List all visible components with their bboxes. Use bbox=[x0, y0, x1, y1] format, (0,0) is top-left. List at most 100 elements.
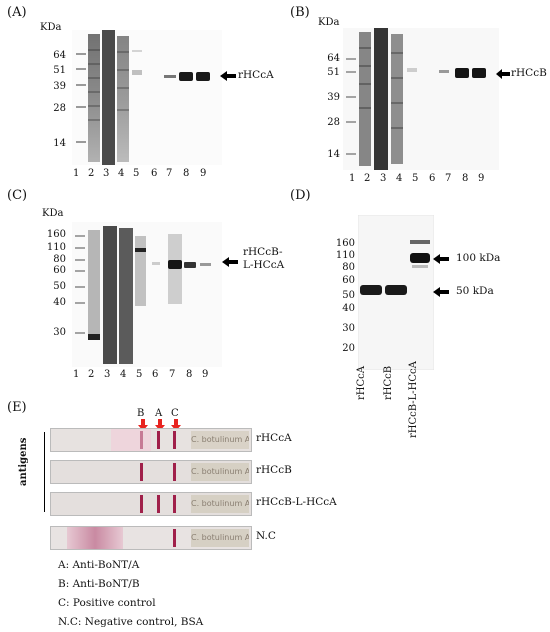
panel-c-marker: 40 bbox=[53, 297, 66, 308]
panel-b-lane: 1 bbox=[349, 173, 356, 184]
strip-band-c bbox=[173, 495, 176, 513]
panel-d-marker: 60 bbox=[342, 275, 355, 286]
panel-c-band-label-line2: L-HCcA bbox=[243, 259, 285, 271]
legend-item: A: Anti-BoNT/A bbox=[58, 559, 140, 571]
panel-c-lane: 5 bbox=[136, 369, 143, 380]
test-strip-rhccb-l-hcca: C. botulinum A/B bbox=[50, 492, 252, 516]
legend-item: C: Positive control bbox=[58, 597, 156, 609]
panel-d-lane-label: rHCcB-L-HCcA bbox=[408, 361, 419, 438]
panel-d-gel bbox=[358, 215, 434, 370]
panel-d-band-100: 100 kDa bbox=[456, 252, 501, 264]
test-strip-nc: C. botulinum A/B bbox=[50, 526, 252, 550]
panel-b-marker: 28 bbox=[327, 117, 340, 128]
panel-a-marker: 14 bbox=[53, 138, 66, 149]
strip-label: N.C bbox=[256, 530, 276, 542]
panel-d-marker: 40 bbox=[342, 303, 355, 314]
panel-c-marker: 50 bbox=[53, 281, 66, 292]
panel-b-marker: 51 bbox=[327, 67, 340, 78]
panel-b-lane: 7 bbox=[445, 173, 452, 184]
strip-text: C. botulinum A/B bbox=[191, 495, 249, 513]
panel-b-lane: 6 bbox=[429, 173, 436, 184]
panel-a-label: (A) bbox=[7, 5, 27, 20]
panel-c-label: (C) bbox=[7, 188, 28, 203]
panel-b-marker: 39 bbox=[327, 92, 340, 103]
panel-a-marker: 64 bbox=[53, 50, 66, 61]
antigens-bracket bbox=[44, 432, 45, 512]
panel-c-lane: 8 bbox=[186, 369, 193, 380]
panel-d-band-50: 50 kDa bbox=[456, 285, 494, 297]
panel-d-arrow-50-icon bbox=[433, 287, 449, 297]
panel-d-arrow-100-icon bbox=[433, 254, 449, 264]
arrow-label-b: B bbox=[137, 408, 145, 419]
panel-c-marker: 160 bbox=[46, 229, 66, 240]
panel-e-label: (E) bbox=[7, 400, 27, 415]
strip-label: rHCcA bbox=[256, 432, 292, 444]
panel-a-lane: 5 bbox=[133, 168, 140, 179]
panel-b-lane: 9 bbox=[478, 173, 485, 184]
panel-c-marker: 30 bbox=[53, 327, 66, 338]
panel-a-band-label: rHCcA bbox=[238, 69, 274, 81]
strip-pad bbox=[111, 429, 151, 451]
strip-label: rHCcB-L-HCcA bbox=[256, 496, 337, 508]
legend-item: B: Anti-BoNT/B bbox=[58, 578, 140, 590]
panel-d-marker: 80 bbox=[342, 262, 355, 273]
panel-d-marker: 30 bbox=[342, 323, 355, 334]
strip-text: C. botulinum A/B bbox=[191, 463, 249, 481]
panel-d-lane-label: rHCcA bbox=[356, 366, 367, 400]
panel-a-gel bbox=[72, 30, 222, 165]
strip-band-b bbox=[140, 431, 143, 449]
strip-text: C. botulinum A/B bbox=[191, 529, 249, 547]
strip-band-c bbox=[173, 431, 176, 449]
panel-a-arrow-icon bbox=[220, 71, 236, 81]
panel-c-marker: 60 bbox=[53, 265, 66, 276]
test-strip-rhccb: C. botulinum A/B bbox=[50, 460, 252, 484]
panel-a-unit: KDa bbox=[40, 22, 62, 33]
panel-d-marker: 50 bbox=[342, 290, 355, 301]
panel-a-lane: 7 bbox=[166, 168, 173, 179]
panel-a-lane: 4 bbox=[118, 168, 125, 179]
antigens-label: antigens bbox=[18, 437, 29, 486]
panel-a-lane: 3 bbox=[103, 168, 110, 179]
panel-a-lane: 2 bbox=[88, 168, 95, 179]
panel-d-lane-label: rHCcB bbox=[383, 365, 394, 400]
panel-c-lane: 6 bbox=[152, 369, 159, 380]
panel-c-lane: 2 bbox=[88, 369, 95, 380]
panel-b-marker: 64 bbox=[327, 53, 340, 64]
strip-band-a bbox=[157, 431, 160, 449]
legend-item: N.C: Negative control, BSA bbox=[58, 616, 204, 628]
panel-b-lane: 2 bbox=[364, 173, 371, 184]
strip-pad bbox=[67, 527, 123, 549]
panel-c-lane: 7 bbox=[169, 369, 176, 380]
panel-a-marker: 51 bbox=[53, 65, 66, 76]
panel-a-marker: 28 bbox=[53, 103, 66, 114]
panel-c-lane: 4 bbox=[120, 369, 127, 380]
panel-b-arrow-icon bbox=[496, 69, 510, 79]
panel-a-lane: 1 bbox=[73, 168, 80, 179]
strip-text: C. botulinum A/B bbox=[191, 431, 249, 449]
strip-band-c bbox=[173, 463, 176, 481]
panel-c-band-label-line1: rHCcB- bbox=[243, 246, 283, 258]
panel-c-arrow-icon bbox=[222, 257, 238, 267]
panel-b-lane: 5 bbox=[412, 173, 419, 184]
panel-c-unit: KDa bbox=[42, 208, 64, 219]
panel-d-label: (D) bbox=[290, 188, 311, 203]
panel-b-lane: 4 bbox=[396, 173, 403, 184]
panel-b-lane: 3 bbox=[380, 173, 387, 184]
panel-a-lane: 9 bbox=[200, 168, 207, 179]
panel-b-gel bbox=[343, 28, 499, 170]
panel-c-lane: 1 bbox=[73, 369, 80, 380]
panel-b-lane: 8 bbox=[462, 173, 469, 184]
strip-label: rHCcB bbox=[256, 464, 292, 476]
panel-a-marker: 39 bbox=[53, 81, 66, 92]
panel-d-marker: 20 bbox=[342, 343, 355, 354]
panel-c-gel bbox=[72, 222, 222, 367]
panel-b-unit: KDa bbox=[318, 17, 340, 28]
panel-c-lane: 3 bbox=[104, 369, 111, 380]
panel-d-marker: 110 bbox=[335, 250, 355, 261]
panel-c-lane: 9 bbox=[202, 369, 209, 380]
strip-band-b bbox=[140, 463, 143, 481]
panel-a-lane: 6 bbox=[151, 168, 158, 179]
strip-band-a bbox=[157, 495, 160, 513]
strip-band-c bbox=[173, 529, 176, 547]
panel-b-band-label: rHCcB bbox=[511, 67, 547, 79]
